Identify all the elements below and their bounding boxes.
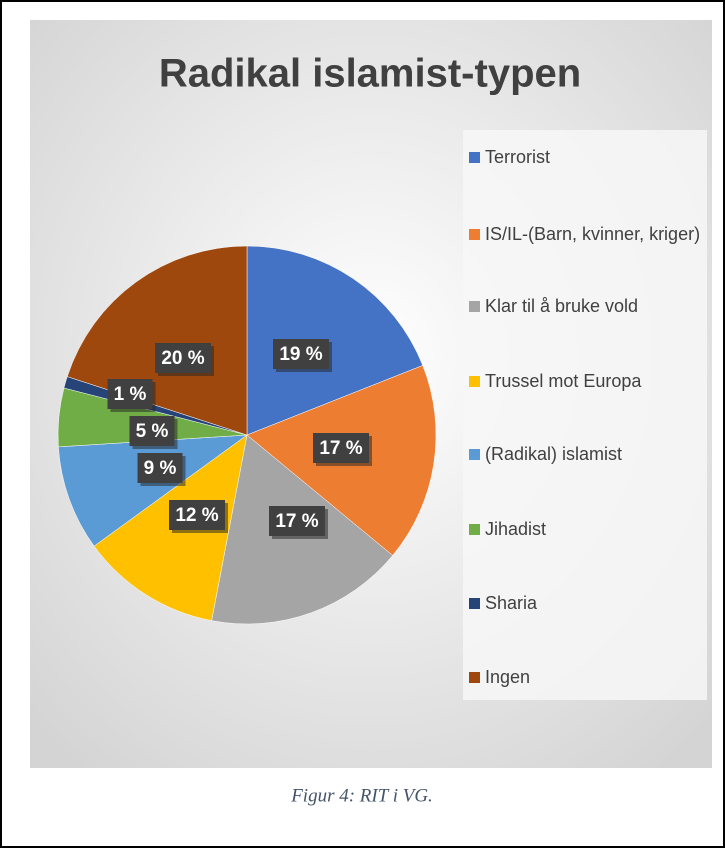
legend-label: Ingen <box>485 667 530 687</box>
legend-label: Terrorist <box>485 147 550 167</box>
legend-swatch <box>469 301 480 312</box>
legend-swatch <box>469 376 480 387</box>
legend-label: Klar til å bruke vold <box>485 296 638 316</box>
legend-swatch <box>469 598 480 609</box>
caption: Figur 4: RIT i VG. <box>290 785 433 806</box>
data-label-box <box>169 500 225 530</box>
data-label: 20 % <box>161 348 204 369</box>
data-label: 1 % <box>114 384 147 405</box>
data-label: 5 % <box>136 421 169 442</box>
pie-slice <box>246 245 424 436</box>
legend-label: Jihadist <box>485 519 546 539</box>
legend-swatch <box>469 449 480 460</box>
data-label-box <box>107 379 153 409</box>
data-label: 12 % <box>175 505 218 526</box>
data-label: 17 % <box>319 438 362 459</box>
legend-swatch <box>469 152 480 163</box>
data-label-box <box>313 433 369 463</box>
data-label: 9 % <box>144 458 177 479</box>
data-label: 19 % <box>279 344 322 365</box>
legend-swatch <box>469 524 480 535</box>
legend-label: Sharia <box>485 593 538 613</box>
legend-swatch <box>469 229 480 240</box>
legend-box <box>463 130 707 700</box>
data-label-box <box>137 453 183 483</box>
legend-label: (Radikal) islamist <box>485 444 622 464</box>
legend-label: Trussel mot Europa <box>485 371 642 391</box>
data-label-box <box>269 506 325 536</box>
data-label-box <box>273 339 329 369</box>
pie-slice <box>58 434 248 547</box>
data-label-box <box>129 416 175 446</box>
legend-label: IS/IL-(Barn, kvinner, kriger) <box>485 224 700 244</box>
legend-swatch <box>469 672 480 683</box>
data-label-box <box>155 343 211 373</box>
data-label: 17 % <box>275 511 318 532</box>
chart-title: Radikal islamist-typen <box>159 52 581 96</box>
